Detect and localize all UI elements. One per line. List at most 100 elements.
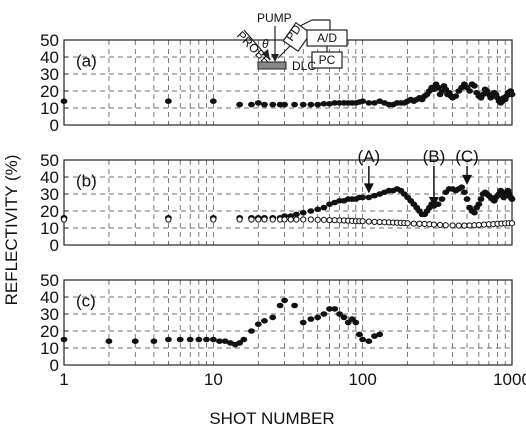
data-point: [209, 98, 217, 104]
data-point: [210, 216, 217, 223]
y-tick-label: 20: [40, 82, 59, 101]
data-point: [320, 311, 328, 317]
data-point: [240, 336, 248, 343]
data-point: [269, 314, 277, 321]
data-point: [442, 222, 449, 229]
data-point: [236, 101, 244, 108]
x-tick-label: 1: [59, 370, 68, 389]
data-point: [455, 222, 462, 229]
y-tick-label: 30: [40, 185, 59, 204]
data-point: [376, 331, 384, 338]
data-point: [255, 216, 262, 223]
panel-frame: [63, 39, 513, 126]
data-point: [359, 336, 367, 343]
data-point: [508, 196, 516, 202]
annotation-arrowhead: [462, 174, 473, 185]
data-point: [165, 216, 172, 223]
y-tick-label: 10: [40, 339, 59, 358]
data-point: [299, 209, 307, 216]
data-point: [105, 338, 113, 345]
data-point: [365, 100, 373, 106]
data-point: [314, 216, 321, 223]
apparatus-inset: PUMP PROBE θ PD A/D PC DLC: [234, 11, 348, 73]
series-1-filled: [60, 81, 516, 108]
data-point: [477, 196, 485, 202]
data-point: [248, 328, 255, 334]
data-point: [365, 194, 373, 201]
y-tick-label: 30: [40, 305, 59, 324]
data-point: [291, 302, 298, 309]
panel-frame: [63, 159, 513, 246]
y-tick-label: 0: [50, 236, 59, 255]
data-point: [331, 306, 339, 312]
y-tick-label: 30: [40, 65, 59, 84]
panel-label: (b): [76, 171, 97, 190]
data-point: [261, 318, 268, 324]
x-tick-label: 1000: [493, 370, 526, 389]
pump-arrowhead: [271, 54, 279, 62]
data-point: [475, 221, 482, 229]
data-point: [164, 336, 172, 343]
data-point: [461, 222, 468, 229]
data-point: [371, 333, 378, 339]
annotation-label: (C): [455, 147, 479, 166]
data-point: [291, 101, 298, 108]
y-tick-label: 20: [40, 322, 59, 341]
data-point: [320, 204, 328, 211]
data-point: [365, 338, 373, 345]
data-point: [359, 98, 367, 104]
data-point: [326, 306, 333, 312]
data-point: [276, 302, 284, 309]
data-point: [176, 336, 184, 343]
data-point: [463, 196, 471, 202]
data-point: [449, 222, 456, 229]
data-point: [320, 216, 327, 223]
dlc-sample: [257, 61, 287, 70]
data-point: [261, 216, 268, 223]
data-point: [131, 338, 139, 345]
series-1-filled: [60, 184, 516, 221]
annotation-b: (B): [423, 147, 445, 207]
data-point: [293, 211, 300, 218]
data-point: [60, 336, 68, 343]
y-tick-label: 40: [40, 288, 59, 307]
data-point: [216, 338, 223, 345]
ad-label: A/D: [317, 31, 337, 45]
data-point: [326, 201, 333, 207]
data-point: [438, 196, 446, 202]
data-point: [221, 338, 229, 345]
data-point: [248, 216, 255, 223]
x-axis-title: SHOT NUMBER: [209, 409, 334, 428]
data-point: [314, 314, 322, 321]
data-point: [508, 91, 516, 98]
y-tick-label: 20: [40, 202, 59, 221]
data-point: [195, 336, 203, 343]
dlc-label: DLC: [292, 59, 316, 73]
data-point: [254, 100, 262, 106]
data-point: [371, 218, 378, 225]
data-point: [164, 98, 172, 104]
data-point: [436, 221, 444, 229]
data-point: [331, 100, 339, 106]
data-point: [236, 340, 244, 346]
data-point: [281, 297, 288, 304]
y-tick-label: 50: [40, 31, 59, 50]
pd-to-ad-wire: [299, 19, 313, 27]
data-point: [470, 83, 478, 89]
data-point: [434, 201, 442, 207]
data-point: [281, 216, 288, 223]
y-tick-label: 50: [40, 271, 59, 290]
data-point: [307, 208, 315, 214]
annotation-label: (A): [358, 147, 381, 166]
data-point: [352, 319, 360, 326]
series-1-filled: [60, 297, 384, 348]
y-tick-label: 10: [40, 219, 59, 238]
data-point: [269, 216, 276, 223]
data-point: [307, 101, 315, 108]
data-point: [508, 220, 516, 227]
data-point: [248, 101, 255, 108]
data-point: [416, 220, 423, 227]
